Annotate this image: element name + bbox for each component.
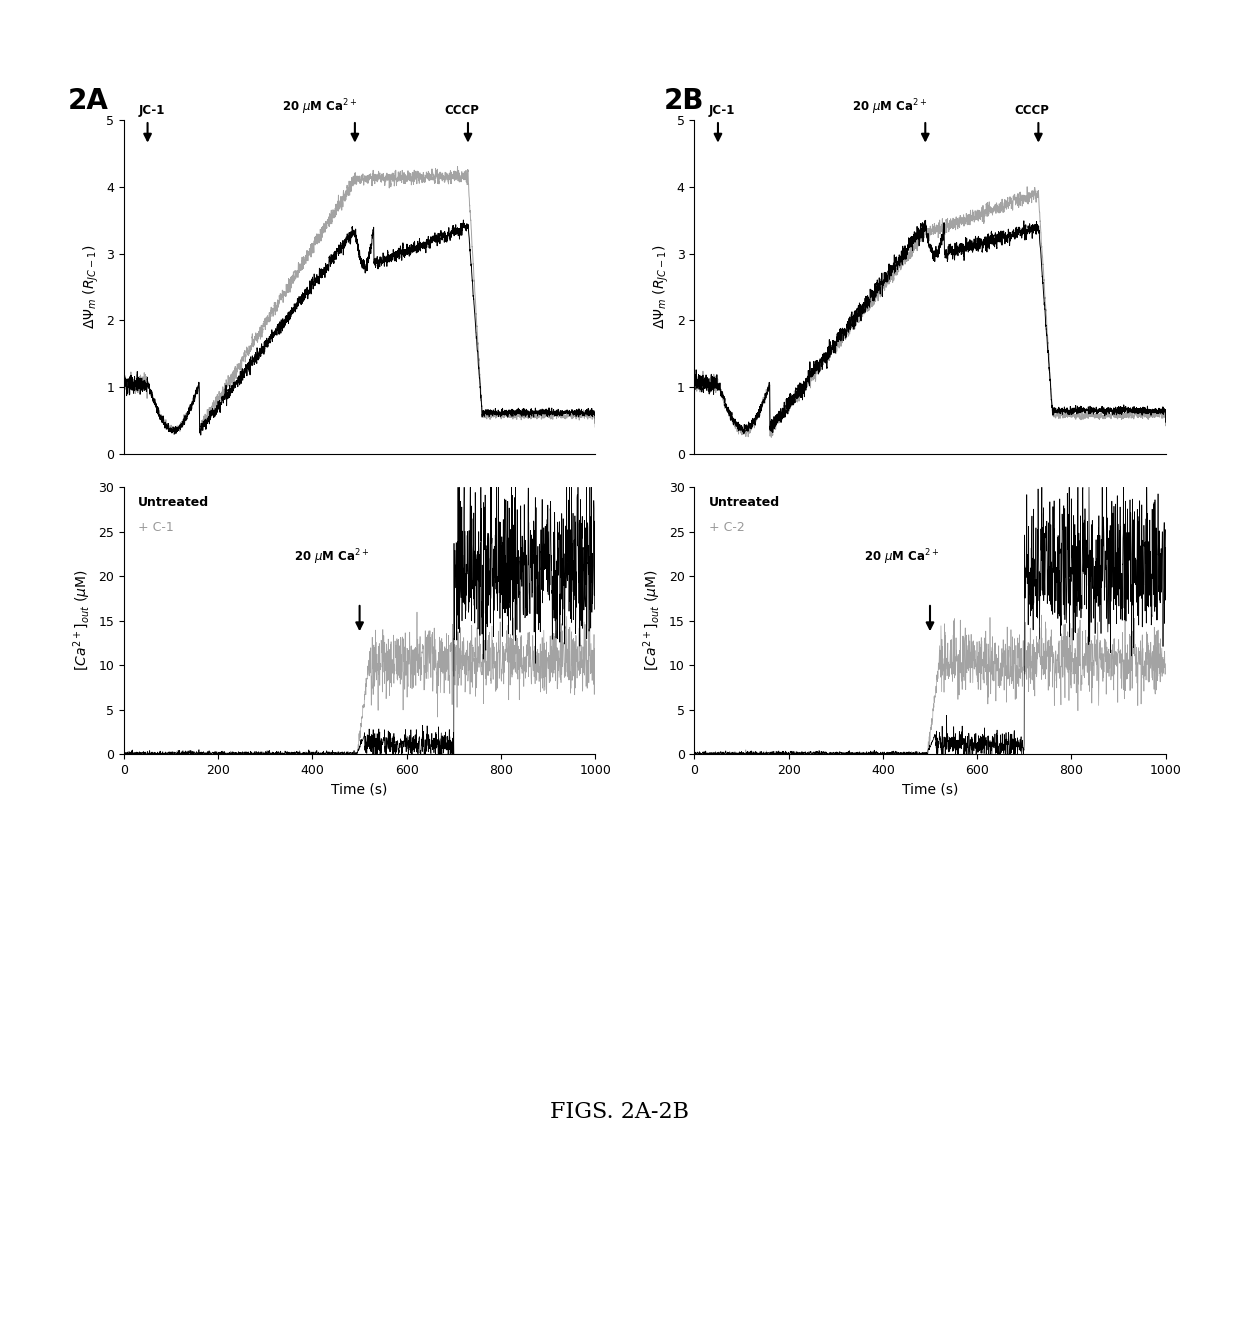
Y-axis label: $[Ca^{2+}]_{out}$ ($\mu$M): $[Ca^{2+}]_{out}$ ($\mu$M) <box>71 570 93 672</box>
Text: Untreated: Untreated <box>138 497 210 509</box>
Text: Untreated: Untreated <box>708 497 780 509</box>
Text: CCCP: CCCP <box>1014 104 1050 116</box>
X-axis label: Time (s): Time (s) <box>901 782 959 797</box>
Y-axis label: $\Delta\Psi_m$ ($R_{JC-1}$): $\Delta\Psi_m$ ($R_{JC-1}$) <box>82 244 100 330</box>
Text: + C-2: + C-2 <box>708 521 744 534</box>
Text: 20 $\mu$M Ca$^{2+}$: 20 $\mu$M Ca$^{2+}$ <box>864 547 939 567</box>
Y-axis label: $\Delta\Psi_m$ ($R_{JC-1}$): $\Delta\Psi_m$ ($R_{JC-1}$) <box>652 244 671 330</box>
Text: CCCP: CCCP <box>444 104 480 116</box>
Text: 2A: 2A <box>68 87 109 115</box>
Text: + C-1: + C-1 <box>138 521 174 534</box>
Text: JC-1: JC-1 <box>708 104 735 116</box>
X-axis label: Time (s): Time (s) <box>331 782 388 797</box>
Text: JC-1: JC-1 <box>138 104 165 116</box>
Text: 20 $\mu$M Ca$^{2+}$: 20 $\mu$M Ca$^{2+}$ <box>281 97 357 116</box>
Text: FIGS. 2A-2B: FIGS. 2A-2B <box>551 1101 689 1123</box>
Text: 20 $\mu$M Ca$^{2+}$: 20 $\mu$M Ca$^{2+}$ <box>852 97 928 116</box>
Text: 20 $\mu$M Ca$^{2+}$: 20 $\mu$M Ca$^{2+}$ <box>294 547 368 567</box>
Y-axis label: $[Ca^{2+}]_{out}$ ($\mu$M): $[Ca^{2+}]_{out}$ ($\mu$M) <box>641 570 663 672</box>
Text: 2B: 2B <box>663 87 704 115</box>
